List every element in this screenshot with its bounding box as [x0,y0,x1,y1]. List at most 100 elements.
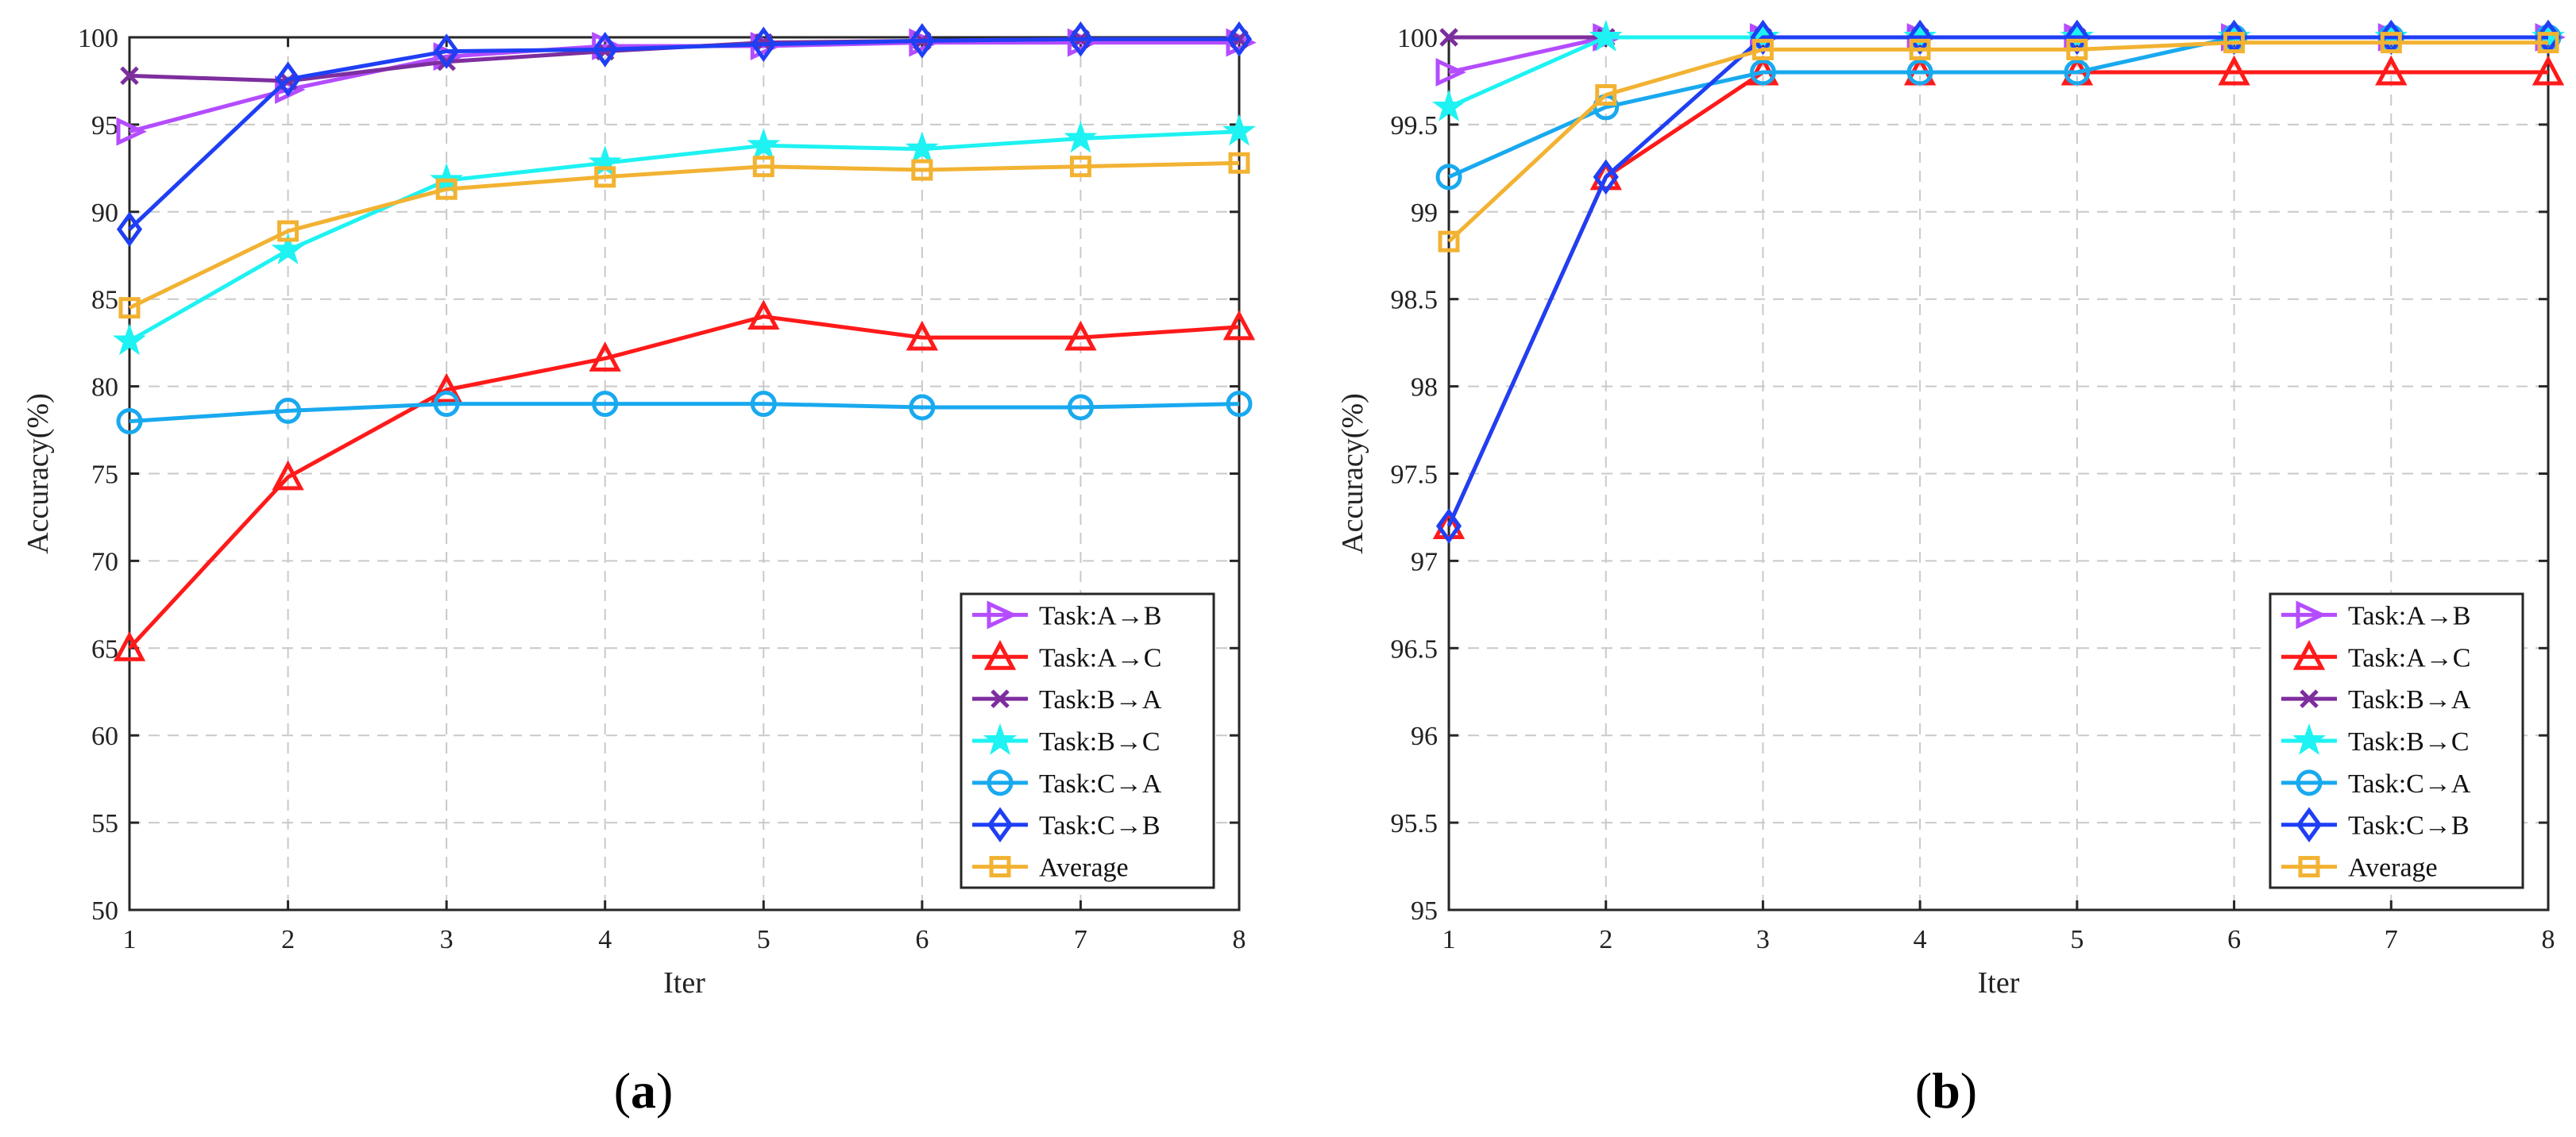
y-tick-label: 95.5 [1391,809,1439,838]
x-tick-label: 8 [1233,925,1246,954]
legend: Task:A→B Task:A→C Task:B→A Task:B→C Task:C→A… [2269,592,2524,889]
series-1 [1432,55,2565,539]
data-point [272,460,304,491]
x-tick-label: 2 [281,925,295,954]
data-point [277,220,299,242]
data-point [1907,19,1933,56]
data-point [906,320,939,351]
x-tick-label: 5 [757,925,770,954]
legend-marker [2296,600,2327,630]
y-tick-label: 96 [1411,722,1438,751]
y-tick-label: 100 [78,24,118,53]
x-tick-label: 7 [2385,925,2398,954]
data-point [2064,59,2091,86]
x-axis-label: Iter [1978,966,2020,1000]
panel-letter: a [631,1062,656,1119]
y-tick-label: 98.5 [1391,286,1439,315]
legend-marker [987,807,1014,842]
legend-entry: Average [1039,854,1129,883]
series-line [129,402,1240,424]
data-point [750,391,777,418]
series-6 [118,152,1250,319]
legend-marker [2296,807,2323,842]
x-tick-label: 3 [1756,925,1770,954]
panel-letter: b [1932,1062,1960,1119]
data-point [1909,38,1931,60]
data-point [116,408,143,435]
series-line [128,160,1240,310]
data-point [1226,21,1253,57]
x-tick-label: 6 [915,925,929,954]
y-tick-label: 97.5 [1391,461,1439,490]
y-axis-label: Accuracy(%) [1336,393,1369,554]
x-tick-label: 1 [1442,925,1456,954]
series-line [1447,35,2548,179]
data-point [118,297,141,319]
data-point [2223,32,2246,54]
y-tick-label: 99 [1411,198,1438,228]
data-point [911,159,933,181]
data-point [905,131,939,164]
y-tick-label: 96.5 [1391,634,1439,664]
data-point [1064,121,1098,153]
legend-marker [2296,769,2323,796]
series-1 [113,299,1256,661]
legend-marker [983,639,1017,670]
x-tick-label: 6 [2227,925,2241,954]
y-tick-label: 95 [1411,896,1438,926]
data-point [271,233,305,264]
data-point [2380,32,2402,54]
legend-entry: Task:C→B [1039,811,1161,841]
data-point [1435,508,1462,544]
data-point [1064,320,1097,351]
series-line [1446,35,2548,527]
data-point [752,156,774,178]
data-point [434,33,460,69]
legend-entry: Task:B→A [2348,685,2471,715]
y-tick-label: 95 [91,111,118,141]
data-point [116,117,147,146]
series-line [1447,40,2548,244]
legend-marker [987,769,1014,796]
data-point [1751,38,1774,60]
data-point [275,61,301,98]
series-line [128,37,1239,231]
data-point [430,372,463,403]
data-point [747,299,780,330]
y-tick-label: 70 [91,547,118,576]
data-point [589,341,621,372]
legend-entry: Task:B→C [1039,727,1161,757]
legend-marker [2292,639,2326,670]
legend-entry: Task:A→C [2348,643,2470,673]
series-line [128,314,1240,649]
legend-marker [2300,689,2319,708]
legend-entry: Task:B→C [2348,727,2470,757]
chart-panel-b: 1 2 3 4 5 6 7 8 95 95.5 96 96.5 97 97.5 98 98.5 99 99.5 10… [1336,19,2566,1119]
series-3 [112,114,1257,356]
x-tick-label: 1 [123,925,137,954]
series-5 [116,21,1253,248]
legend-entry: Task:A→B [1039,601,1161,630]
data-point [594,166,616,188]
legend-entry: Task:A→C [1039,643,1161,673]
legend-marker [983,723,1018,755]
data-point [433,391,460,418]
panel-label: (b) [1915,1062,1977,1119]
data-point [1069,156,1091,178]
data-point [2064,19,2090,56]
data-point [435,178,458,200]
data-point [1222,114,1257,146]
y-tick-label: 90 [91,198,118,228]
x-tick-label: 7 [1074,925,1087,954]
series-line [128,129,1240,343]
data-point [275,397,302,424]
data-point [116,211,143,248]
data-point [2375,55,2408,86]
panel-label: (a) [614,1062,674,1119]
legend-entry: Task:C→B [2348,811,2470,841]
data-point [909,23,935,59]
data-point [1067,394,1094,421]
x-tick-label: 8 [2542,925,2555,954]
legend-marker [991,689,1010,708]
